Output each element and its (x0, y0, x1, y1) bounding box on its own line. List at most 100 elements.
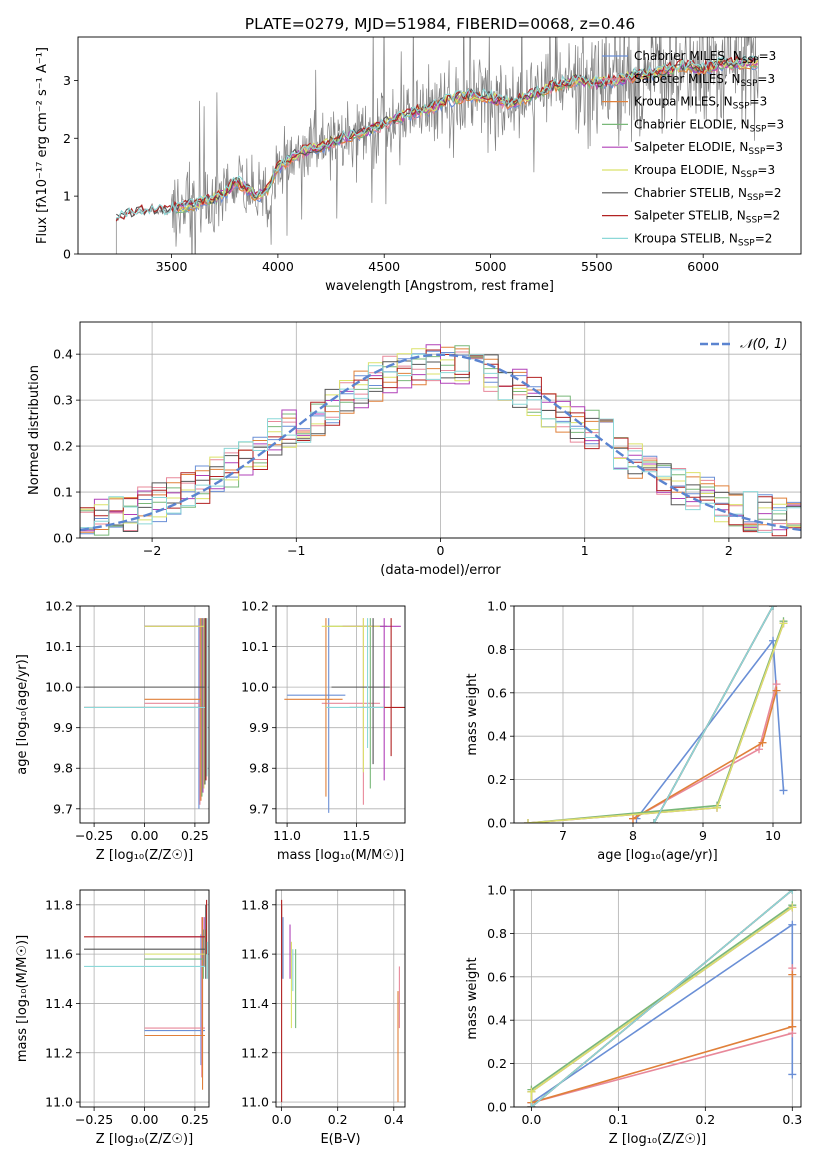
x-axis-label: (data-model)/error (380, 563, 501, 578)
y-tick-label: 11.6 (45, 947, 73, 962)
x-tick-label: 0.2 (695, 1112, 715, 1127)
x-tick-label: 5500 (581, 259, 613, 274)
legend-entry: Chabrier MILES, NSSP=3 (634, 49, 776, 66)
x-axis-label: Z [log₁₀(Z/Z☉)] (609, 1132, 706, 1147)
y-tick-label: 10.2 (45, 599, 73, 614)
y-tick-label: 9.9 (249, 720, 269, 735)
plot-mass-vs-EBV: 0.0 0.2 0.4 11.0 11.2 11.4 11.6 11.8 E(B-V) (241, 889, 406, 1147)
y-tick-label: 10.1 (45, 639, 73, 654)
y-tick-label: 9.9 (53, 720, 73, 735)
plot-area (284, 618, 405, 813)
y-tick-label: 10.1 (241, 639, 269, 654)
x-tick-label: 0.2 (328, 1112, 348, 1127)
y-tick-label: 1.0 (487, 883, 507, 898)
plot-age-vs-Z: −0.25 0.00 0.25 9.7 9.8 9.9 10.0 10.1 10.2 Z [log… (15, 599, 210, 863)
axes-frame (513, 605, 802, 824)
y-tick-label: 0.2 (53, 439, 73, 454)
y-tick-label: 11.2 (241, 1045, 269, 1060)
legend-entry: Kroupa STELIB, NSSP=2 (634, 231, 772, 248)
plot-area (80, 344, 801, 538)
y-tick-label: 0.8 (487, 642, 507, 657)
figure-title: PLATE=0279, MJD=51984, FIBERID=0068, z=0… (245, 15, 635, 33)
legend-entry: Salpeter MILES, NSSP=3 (634, 72, 775, 89)
y-tick-label: 9.7 (249, 801, 269, 816)
x-tick-label: 11.0 (273, 828, 301, 843)
x-tick-label: 0.00 (131, 1112, 159, 1127)
x-tick-label: 11.5 (343, 828, 371, 843)
axes-frame (79, 605, 210, 824)
axes-frame (275, 889, 406, 1108)
x-tick-label: 0.1 (608, 1112, 628, 1127)
x-tick-label: −0.25 (75, 1112, 113, 1127)
plot-area (281, 899, 400, 1103)
legend-entry: Chabrier STELIB, NSSP=2 (634, 186, 782, 203)
y-axis-label: Flux [fλ10⁻¹⁷ erg cm⁻² s⁻¹ A⁻¹] (35, 47, 50, 244)
x-tick-label: 0.4 (384, 1112, 404, 1127)
x-tick-label: 0.0 (521, 1112, 541, 1127)
legend-entry: 𝒩(0, 1) (740, 337, 787, 352)
legend-entry: Kroupa MILES, NSSP=3 (634, 95, 767, 112)
normal-curve (80, 353, 801, 532)
x-tick-label: 0.3 (782, 1112, 802, 1127)
legend-entry: Kroupa ELODIE, NSSP=3 (634, 163, 775, 180)
y-tick-label: 0.1 (53, 485, 73, 500)
y-tick-label: 2 (63, 131, 71, 146)
x-tick-label: 1 (581, 543, 589, 558)
weight-point-kroupa-elodie (524, 819, 532, 823)
y-tick-label: 11.2 (45, 1045, 73, 1060)
y-tick-label: 0.0 (487, 1100, 507, 1115)
weight-point-chabrier-miles (788, 920, 797, 929)
x-axis-label: wavelength [Angstrom, rest frame] (325, 279, 554, 294)
x-tick-label: 8 (629, 828, 637, 843)
x-tick-label: 2 (725, 543, 733, 558)
model-spectrum-kroupa-miles (175, 58, 759, 213)
legend-entry: Salpeter STELIB, NSSP=2 (634, 209, 780, 226)
y-tick-label: 1 (63, 189, 71, 204)
weight-point-kroupa-stelib (769, 606, 777, 610)
y-tick-label: 0.0 (487, 816, 507, 831)
y-axis-label: mass weight (465, 673, 480, 755)
x-tick-label: −2 (143, 543, 161, 558)
y-tick-label: 10.2 (241, 599, 269, 614)
x-tick-label: 0.25 (181, 828, 209, 843)
y-axis-label: mass weight (465, 957, 480, 1039)
plot-age-vs-mass: 11.0 11.5 9.7 9.8 9.9 10.0 10.1 10.2 mass [log₁₀… (241, 599, 406, 863)
y-tick-label: 0.4 (53, 347, 73, 362)
y-axis-label: mass [log₁₀(M/M☉)] (15, 935, 30, 1062)
x-tick-label: 0.00 (131, 828, 159, 843)
x-tick-label: 0.0 (272, 1112, 292, 1127)
plot-area (524, 606, 788, 823)
y-tick-label: 11.8 (45, 897, 73, 912)
legend-entry: Salpeter ELODIE, NSSP=3 (634, 140, 783, 157)
y-tick-label: 9.8 (249, 761, 269, 776)
observed-spectrum-line (115, 37, 759, 254)
weight-point-kroupa-miles (788, 970, 797, 979)
model-spectrum-kroupa-stelib (116, 54, 758, 219)
y-tick-label: 0.2 (487, 772, 507, 787)
plot-massweight-vs-age: 7 8 9 10 0.0 0.2 0.4 0.6 0.8 1.0 age [log₁₀(age/yr… (465, 599, 802, 863)
x-tick-label: 7 (559, 828, 567, 843)
x-tick-label: 5000 (475, 259, 507, 274)
weight-point-kroupa-elodie (779, 619, 788, 628)
x-tick-label: 6000 (687, 259, 719, 274)
y-tick-label: 9.8 (53, 761, 73, 776)
x-tick-label: 10 (765, 828, 781, 843)
x-tick-label: −0.25 (75, 828, 113, 843)
y-tick-label: 0.6 (487, 969, 507, 984)
x-tick-label: −1 (287, 543, 305, 558)
y-axis-label: Normed distribution (27, 365, 42, 495)
weight-point-kroupa-elodie (713, 803, 721, 812)
plot-mass-vs-Z: −0.25 0.00 0.25 11.0 11.2 11.4 11.6 11.8 Z [log₁… (15, 889, 210, 1147)
x-tick-label: 4000 (262, 259, 294, 274)
weight-point-salpeter-miles (755, 745, 763, 754)
plot-area (115, 37, 759, 254)
x-axis-label: Z [log₁₀(Z/Z☉)] (96, 1132, 193, 1147)
y-tick-label: 0.4 (487, 729, 507, 744)
y-tick-label: 3 (63, 73, 71, 88)
y-tick-label: 1.0 (487, 599, 507, 614)
weight-point-kroupa-stelib (527, 1103, 536, 1107)
y-tick-label: 9.7 (53, 801, 73, 816)
axes-frame (79, 321, 802, 539)
x-tick-label: 0.25 (181, 1112, 209, 1127)
